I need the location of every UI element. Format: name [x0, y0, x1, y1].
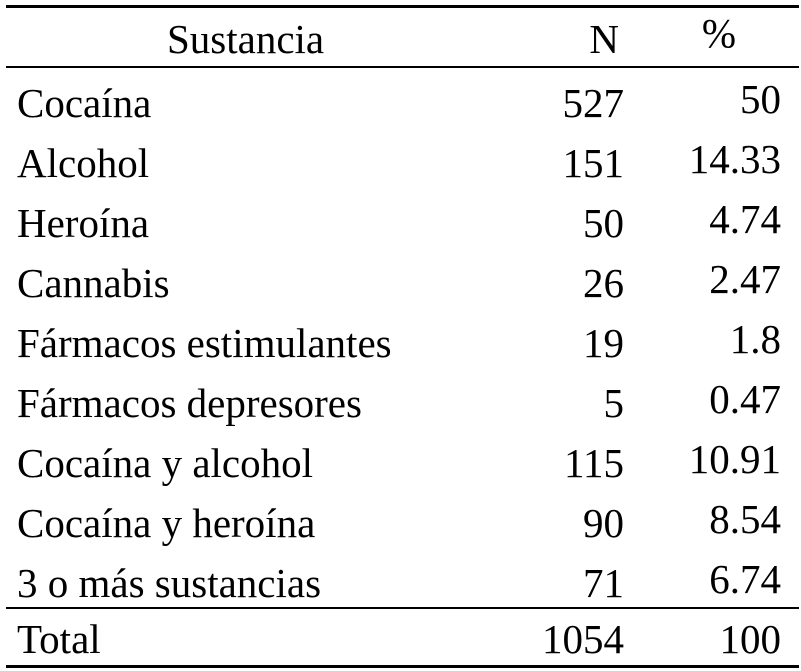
n-cell: 151 [562, 140, 625, 186]
total-row: Total 1054 100 [0, 609, 801, 669]
n-cell: 527 [562, 80, 625, 126]
n-cell: 90 [583, 500, 624, 546]
header-pct: % [701, 10, 736, 56]
header-row: Sustancia N % [0, 9, 801, 69]
table-row: Cocaína y alcohol 115 10.91 [0, 433, 801, 493]
sustancia-cell: Cocaína y heroína [17, 500, 316, 546]
pct-cell: 8.54 [709, 496, 781, 542]
sustancia-cell: Fármacos depresores [17, 380, 362, 426]
total-rule [6, 607, 799, 609]
pct-cell: 50 [740, 76, 781, 122]
total-pct: 100 [719, 616, 782, 662]
pct-cell: 14.33 [688, 136, 781, 182]
table-row: Cocaína y heroína 90 8.54 [0, 493, 801, 553]
sustancia-cell: Alcohol [17, 140, 150, 186]
table-row: Cannabis 26 2.47 [0, 253, 801, 313]
total-label: Total [17, 616, 101, 662]
pct-cell: 6.74 [709, 556, 781, 602]
pct-cell: 2.47 [709, 256, 781, 302]
header-rule [6, 66, 799, 68]
table-row: Fármacos estimulantes 19 1.8 [0, 313, 801, 373]
pct-cell: 4.74 [709, 196, 781, 242]
pct-cell: 1.8 [729, 316, 781, 362]
n-cell: 71 [583, 560, 624, 606]
top-rule [6, 5, 799, 8]
n-cell: 5 [603, 380, 625, 426]
header-sustancia: Sustancia [167, 16, 325, 62]
sustancia-cell: Heroína [17, 200, 150, 246]
sustancia-cell: Cannabis [17, 260, 170, 306]
sustancia-cell: Cocaína [17, 80, 152, 126]
table-row: Fármacos depresores 5 0.47 [0, 373, 801, 433]
bottom-rule [6, 665, 799, 668]
table-row: Heroína 50 4.74 [0, 193, 801, 253]
pct-cell: 10.91 [688, 436, 781, 482]
table-row: Alcohol 151 14.33 [0, 133, 801, 193]
n-cell: 115 [564, 440, 624, 486]
sustancia-cell: Fármacos estimulantes [17, 320, 392, 366]
table-row: 3 o más sustancias 71 6.74 [0, 553, 801, 613]
n-cell: 50 [583, 200, 624, 246]
table-row: Cocaína 527 50 [0, 73, 801, 133]
sustancia-cell: Cocaína y alcohol [17, 440, 314, 486]
header-n: N [589, 16, 619, 62]
n-cell: 19 [583, 320, 624, 366]
sustancia-cell: 3 o más sustancias [17, 560, 322, 606]
pct-cell: 0.47 [709, 376, 781, 422]
n-cell: 26 [583, 260, 624, 306]
total-n: 1054 [542, 616, 624, 662]
